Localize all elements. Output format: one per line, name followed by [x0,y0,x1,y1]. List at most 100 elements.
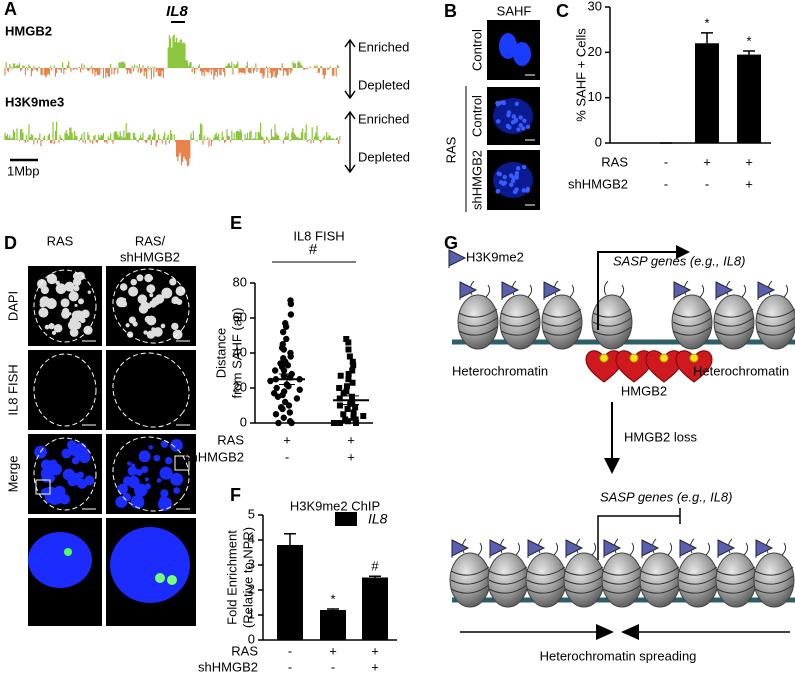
nucleosome [601,552,643,608]
sahf-focus [516,127,521,132]
dna-wrap [640,566,680,576]
panel-letter: G [444,233,458,253]
merge-spot [164,456,173,465]
condition-value: - [288,659,292,674]
dapi-spot [169,278,177,286]
condition-name: shHMGB2 [568,176,628,191]
dna-wrap [640,584,680,594]
bar [737,54,761,143]
binding-site [629,353,639,363]
merge-spot [67,476,78,487]
data-point [340,390,347,397]
dapi-spot [128,286,139,297]
gene-label: IL8 [166,3,188,20]
data-point [283,335,290,343]
protein-label: HMGB2 [621,383,667,398]
track-enriched [5,34,341,68]
merge-spot [173,487,181,494]
dna-wrap [526,575,566,585]
condition-value: + [371,659,379,674]
dapi-spot [44,324,50,330]
dna-wrap [714,326,754,336]
dna-wrap [488,575,528,585]
data-point [293,395,301,402]
data-point [360,413,367,419]
sahf-focus [496,171,501,176]
dapi-spot [132,321,138,327]
dna-wrap [672,317,712,327]
merge-spot [160,440,169,448]
dapi-spot [143,330,148,335]
y-tick-label: 5 [248,506,255,521]
arrow-head [596,624,639,640]
sahf-focus [514,101,520,107]
merge-spot [130,495,145,509]
dapi-spot [176,298,183,306]
track-depleted [18,140,340,167]
dna-wrap [564,584,604,594]
dna-wrap [592,317,632,327]
dna-wrap [716,566,756,576]
error-bar [284,533,296,545]
dapi-spot [171,298,177,304]
gene-label: SASP genes (e.g., IL8) [613,253,745,268]
y-tick-label: 4 [248,531,255,546]
sem-bar [279,373,295,385]
dapi-spot [81,309,90,319]
h3k9me2-flag [448,249,467,267]
nucleosome [525,552,567,608]
merge-spot [77,471,84,479]
dna-wrap [602,575,642,585]
dna-wrap [592,326,632,336]
nucleus-outline [33,353,97,427]
nucleus [513,42,531,66]
scale-bar-label: 1Mbp [7,163,40,178]
sahf-focus [525,124,531,130]
nucleus-outline [112,436,190,512]
condition-value: + [745,154,753,169]
condition-value: - [664,176,668,191]
column-label: RAS [47,233,74,248]
dapi-spot [171,322,179,331]
merge-spot [144,477,149,482]
y-tick-label: 80 [233,274,247,289]
binding-site [659,353,669,363]
data-point [343,336,350,342]
dapi-spot [175,286,186,296]
dapi-spot [38,307,49,318]
dna-wrap [754,566,794,576]
dapi-spot [154,294,165,304]
significance: # [309,241,318,258]
row-label: Control [469,29,484,71]
nucleus-outline [33,437,97,511]
y-axis-label: Distance [213,328,228,379]
dapi-spot [130,278,137,286]
condition-value: - [331,659,335,674]
y-tick-label: 20 [233,379,247,394]
sahf-focus [525,188,530,193]
y-tick-label: 3 [248,556,255,571]
dapi-spot [161,287,173,299]
dapi-spot [146,330,156,339]
arrow-head [344,110,356,174]
nucleosome [487,552,529,608]
data-point [350,362,357,369]
h3k9me2-flag [565,539,584,557]
zoom-blob [110,527,190,603]
sahf-focus [521,188,526,193]
row-label: Merge [5,456,20,493]
data-point [345,339,352,346]
data-point [330,420,337,426]
dna-wrap [678,584,718,594]
h3k9me2-flag [673,281,692,299]
condition-value: + [371,643,379,658]
dna-wrap [458,326,498,336]
dna-wrap [716,584,756,594]
data-point [279,328,287,336]
gene-label: SASP genes (e.g., IL8) [600,489,732,504]
merge-spot [153,454,161,462]
nucleosome [755,294,795,350]
dapi-spot [120,300,128,308]
dapi-spot [53,323,63,333]
dna-wrap [564,575,604,585]
